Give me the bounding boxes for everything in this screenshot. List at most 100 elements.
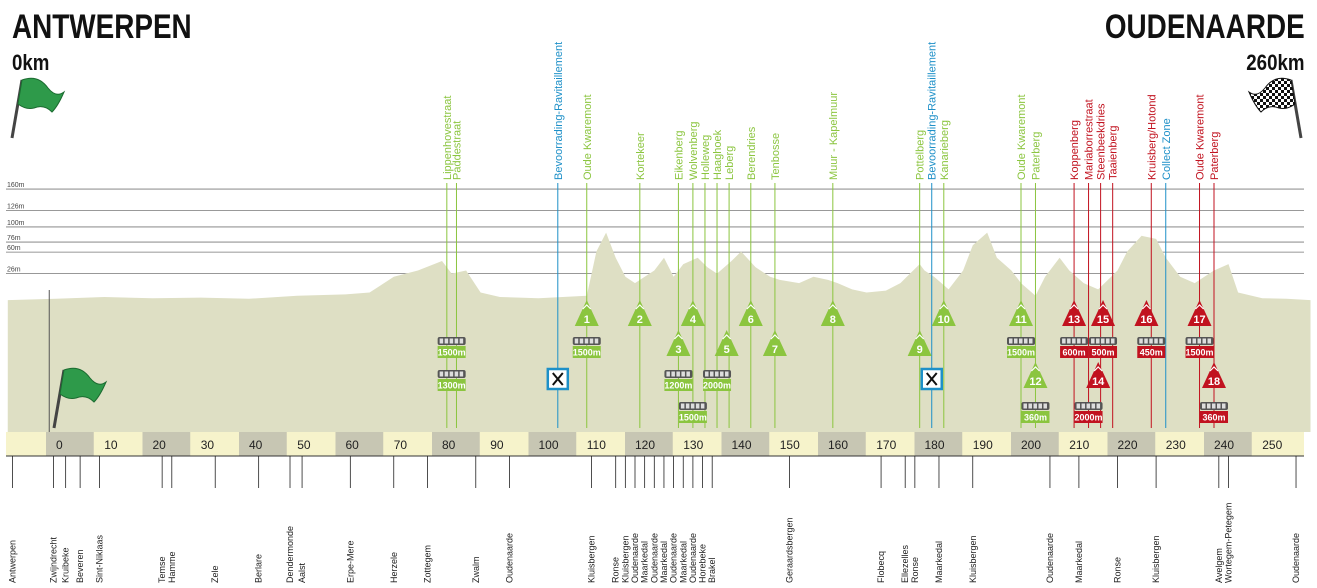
axis-tick-label: 160 [828, 438, 848, 452]
cobble-stone-icon [1217, 403, 1221, 409]
climb-icon [738, 300, 763, 326]
fork-knife-icon [925, 372, 938, 386]
cobble-stone-icon [1062, 338, 1066, 344]
climb-peak-icon [635, 304, 645, 310]
climb-icon [820, 300, 845, 326]
place-name: Oudenaarde [630, 533, 640, 583]
cobble-label-box [572, 346, 601, 358]
cobble-stone-icon [449, 371, 454, 377]
cobble-length: 360m [1024, 413, 1047, 423]
climb-number: 6 [748, 314, 754, 326]
axis-block [239, 432, 287, 456]
cobble-stone-icon [1043, 403, 1047, 409]
climb-peak-icon [1069, 304, 1079, 310]
top-label: Steenbeekdries [1096, 103, 1108, 180]
place-name: Oudenaarde [669, 533, 679, 583]
cobble-stone-icon [1207, 338, 1212, 344]
cobble-label-box [1021, 411, 1050, 423]
top-label: Koppenberg [1069, 120, 1081, 180]
cobble-stone-icon [1207, 403, 1211, 409]
cobble-stone-icon [1091, 338, 1095, 344]
place-names: Antwerpen Zwijndrecht Kruibeke Beveren Sint-… [8, 456, 1301, 583]
cobble-label-box [1185, 346, 1214, 358]
climb-icon [1009, 300, 1033, 326]
climb-number: 12 [1029, 376, 1041, 388]
axis-tick-label: 120 [635, 438, 655, 452]
climb-number: 11 [1015, 314, 1027, 326]
axis-block [721, 432, 770, 456]
place-name: Geraardsbergen [784, 517, 794, 583]
cobble-length: 1300m [438, 381, 466, 391]
cobble-sector: 1200m [664, 370, 692, 391]
top-label: Oude Kwaremont [582, 94, 594, 180]
place-name: Berlare [254, 554, 264, 583]
top-label: Oude Kwaremont [1016, 94, 1028, 180]
climb-peak-icon [674, 334, 683, 340]
place-name: Antwerpen [8, 540, 18, 583]
elevation-profile [7, 232, 1311, 432]
climb-number: 10 [938, 314, 950, 326]
finish-town-name: OUDENAARDE [1105, 8, 1305, 46]
place-name: Kluisbergen [968, 535, 978, 583]
top-label: Kanarieberg [939, 120, 951, 180]
feed-zone [920, 367, 943, 391]
top-label: Mariaborrestraat [1084, 99, 1096, 180]
place-name: Kluisbergen [620, 535, 630, 583]
cobble-stone-icon [1144, 338, 1148, 344]
place-name: Erpe-Mere [345, 540, 355, 583]
cobble-stone-icon [1149, 338, 1153, 344]
cobble-stone-icon [1086, 403, 1091, 409]
cobble-stone-icon [1024, 338, 1028, 344]
climb-icon [714, 330, 739, 356]
cobble-stone-icon [584, 338, 589, 344]
axis-tick-label: 20 [153, 438, 167, 452]
axis-tick-label: 30 [201, 438, 215, 452]
cobble-stone-icon [1029, 338, 1033, 344]
cobble-label-box [1074, 411, 1103, 423]
top-label: Leberg [724, 146, 736, 180]
cobble-stone-icon [1077, 338, 1081, 344]
top-label: Wolvenberg [688, 122, 700, 181]
place-name: Ronse [611, 557, 621, 583]
cobble-stone-icon [1202, 403, 1206, 409]
climb-peak-icon [828, 304, 838, 310]
cobble-sector: 1500m [1007, 337, 1035, 358]
top-label: Paterberg [1209, 132, 1221, 180]
climb-peak-icon [688, 304, 698, 310]
cobble-stone-icon [579, 338, 584, 344]
axis-block [1107, 432, 1156, 456]
place-name: Maarkedal [934, 541, 944, 583]
axis-block [528, 432, 577, 456]
finish-flag-icon [1247, 77, 1303, 139]
place-name: Brakel [707, 557, 717, 583]
climb-icon [1023, 362, 1048, 388]
climb-peak-icon [1093, 366, 1103, 372]
cobble-stone-icon [454, 371, 459, 377]
cobble-stone-icon [1096, 403, 1101, 409]
cobble-stone-icon [1154, 338, 1158, 344]
altitude-label: 126m [7, 204, 25, 211]
axis-tick-label: 130 [683, 438, 703, 452]
axis-tick-label: 180 [925, 438, 945, 452]
axis-tick-label: 170 [876, 438, 896, 452]
place-name: Temse [157, 556, 167, 583]
cobble-stone-icon [710, 371, 714, 377]
cobble-label-box [703, 379, 732, 391]
place-name: Ellezelles [900, 544, 910, 583]
cobble-length: 1200m [664, 381, 692, 391]
cobble-stone-icon [671, 371, 675, 377]
top-label: Bevoorrading-Ravitaillement [927, 42, 939, 180]
place-name: Oudenaarde [1045, 533, 1055, 583]
axis-block [1011, 432, 1059, 456]
axis-tick-label: 150 [780, 438, 800, 452]
place-name: Kluisbergen [1151, 535, 1161, 583]
climb-number: 1 [584, 314, 590, 326]
cobble-stone-icon [686, 371, 690, 377]
top-label: Kortekeer [635, 132, 647, 180]
cobble-stone-icon [439, 371, 444, 377]
cobble-sector: 1500m [1186, 337, 1214, 358]
cobble-length: 2000m [703, 381, 731, 391]
cobble-stone-icon [700, 403, 705, 409]
axis-tick-label: 210 [1069, 438, 1089, 452]
